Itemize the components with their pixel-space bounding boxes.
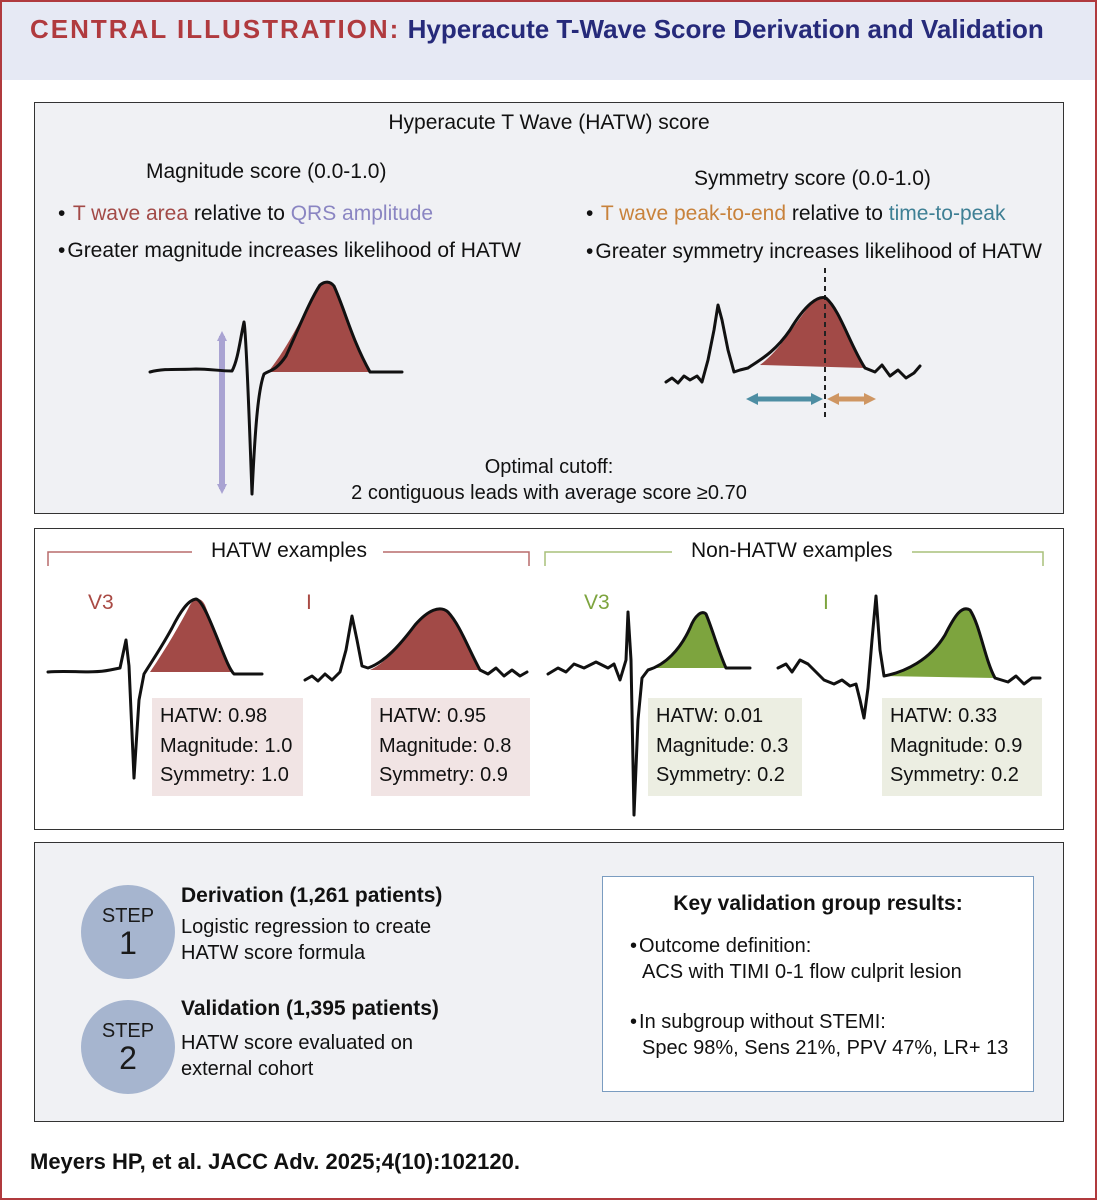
step-2-line-2: external cohort bbox=[181, 1058, 314, 1080]
score-panel-title: Hyperacute T Wave (HATW) score bbox=[388, 111, 710, 134]
results-bullet-2-line-1: In subgroup without STEMI: bbox=[639, 1011, 886, 1033]
cutoff-line-1: Optimal cutoff: bbox=[484, 456, 614, 478]
symmetry-bullet-2: Greater symmetry increases likelihood of… bbox=[586, 240, 1042, 264]
symmetry-heading: Symmetry score (0.0-1.0) bbox=[694, 167, 931, 190]
qrs-amplitude-text: QRS amplitude bbox=[290, 202, 434, 225]
t-wave-symmetry-fill bbox=[760, 298, 865, 368]
results-bullet-1-line-2: ACS with TIMI 0-1 flow culprit lesion bbox=[642, 961, 962, 983]
cutoff-line-2: 2 contiguous leads with average score ≥0… bbox=[351, 482, 747, 504]
step-1-title: Derivation (1,261 patients) bbox=[181, 884, 443, 907]
lead-label-1: V3 bbox=[88, 591, 114, 614]
non-hatw-examples-label: Non-HATW examples bbox=[687, 539, 897, 563]
page-title: CENTRAL ILLUSTRATION: Hyperacute T-Wave … bbox=[30, 14, 1070, 45]
ecg-example-4 bbox=[776, 594, 1042, 720]
results-bullet-2-line-2: Spec 98%, Sens 21%, PPV 47%, LR+ 13 bbox=[642, 1037, 1009, 1059]
results-bullet-1-line-1: Outcome definition: bbox=[639, 935, 812, 957]
symmetry-ecg-waveform bbox=[664, 268, 922, 418]
lead-label-3: V3 bbox=[584, 591, 610, 614]
ecg-example-2 bbox=[303, 607, 529, 683]
score-panel bbox=[34, 102, 1064, 514]
example-2-magnitude: Magnitude: 0.8 bbox=[379, 734, 512, 757]
ecg-example-3 bbox=[546, 610, 752, 817]
magnitude-bullet-2-text: Greater magnitude increases likelihood o… bbox=[67, 239, 522, 262]
magnitude-ecg-waveform bbox=[148, 280, 404, 496]
symmetry-bullet-2-text: Greater symmetry increases likelihood of… bbox=[595, 240, 1042, 263]
lead-label-4: I bbox=[823, 591, 829, 614]
time-to-peak-text: time-to-peak bbox=[888, 202, 1006, 225]
results-bullet-2: In subgroup without STEMI: bbox=[630, 1011, 886, 1034]
relative-to-text: relative to bbox=[786, 202, 889, 225]
magnitude-bullet-1: T wave area relative to QRS amplitude bbox=[58, 202, 433, 226]
example-2-symmetry: Symmetry: 0.9 bbox=[379, 764, 508, 786]
magnitude-heading: Magnitude score (0.0-1.0) bbox=[146, 160, 387, 183]
results-box bbox=[602, 876, 1034, 1092]
hatw-bracket bbox=[47, 551, 530, 566]
step-1-word: STEP bbox=[101, 905, 155, 927]
example-4-symmetry: Symmetry: 0.2 bbox=[890, 764, 1019, 786]
example-1-scores: HATW: 0.98 Magnitude: 1.0 Symmetry: 1.0 bbox=[152, 698, 303, 796]
step-1-badge: STEP 1 bbox=[81, 885, 175, 979]
relative-to-text: relative to bbox=[188, 202, 291, 225]
step-2-badge: STEP 2 bbox=[81, 1000, 175, 1094]
hatw-examples-label: HATW examples bbox=[207, 539, 371, 563]
title-text: Hyperacute T-Wave Score Derivation and V… bbox=[407, 14, 1044, 44]
results-bullet-1: Outcome definition: bbox=[630, 935, 811, 958]
step-2-title: Validation (1,395 patients) bbox=[181, 997, 439, 1020]
step-2-line-1: HATW score evaluated on bbox=[181, 1032, 413, 1054]
ecg-example-1 bbox=[46, 597, 264, 780]
example-1-magnitude: Magnitude: 1.0 bbox=[160, 734, 293, 757]
results-title: Key validation group results: bbox=[673, 892, 963, 915]
magnitude-bullet-2: Greater magnitude increases likelihood o… bbox=[58, 239, 521, 263]
lead-label-2: I bbox=[306, 591, 312, 614]
peak-to-end-text: T wave peak-to-end bbox=[600, 202, 787, 225]
step-1-number: 1 bbox=[119, 925, 137, 961]
header-banner: CENTRAL ILLUSTRATION: Hyperacute T-Wave … bbox=[2, 2, 1095, 80]
example-3-symmetry: Symmetry: 0.2 bbox=[656, 764, 785, 786]
example-1-hatw: HATW: 0.98 bbox=[160, 705, 268, 727]
example-3-hatw: HATW: 0.01 bbox=[656, 705, 764, 727]
example-3-magnitude: Magnitude: 0.3 bbox=[656, 734, 789, 757]
example-2-hatw: HATW: 0.95 bbox=[379, 705, 487, 727]
example-4-hatw: HATW: 0.33 bbox=[890, 705, 998, 727]
example-4-scores: HATW: 0.33 Magnitude: 0.9 Symmetry: 0.2 bbox=[882, 698, 1042, 796]
non-hatw-bracket bbox=[544, 551, 1044, 566]
step-1-line-2: HATW score formula bbox=[181, 942, 366, 964]
symmetry-bullet-1: T wave peak-to-end relative to time-to-p… bbox=[586, 202, 1006, 226]
example-3-scores: HATW: 0.01 Magnitude: 0.3 Symmetry: 0.2 bbox=[648, 698, 802, 796]
title-prefix: CENTRAL ILLUSTRATION: bbox=[30, 14, 401, 44]
example-1-symmetry: Symmetry: 1.0 bbox=[160, 764, 289, 786]
example-4-magnitude: Magnitude: 0.9 bbox=[890, 734, 1023, 757]
t-wave-area-text: T wave area bbox=[72, 202, 188, 225]
step-2-word: STEP bbox=[101, 1020, 155, 1042]
example-2-scores: HATW: 0.95 Magnitude: 0.8 Symmetry: 0.9 bbox=[371, 698, 530, 796]
t-wave-area-fill bbox=[268, 282, 370, 372]
step-1-line-1: Logistic regression to create bbox=[181, 916, 432, 938]
step-2-number: 2 bbox=[119, 1040, 137, 1076]
citation: Meyers HP, et al. JACC Adv. 2025;4(10):1… bbox=[30, 1149, 520, 1174]
